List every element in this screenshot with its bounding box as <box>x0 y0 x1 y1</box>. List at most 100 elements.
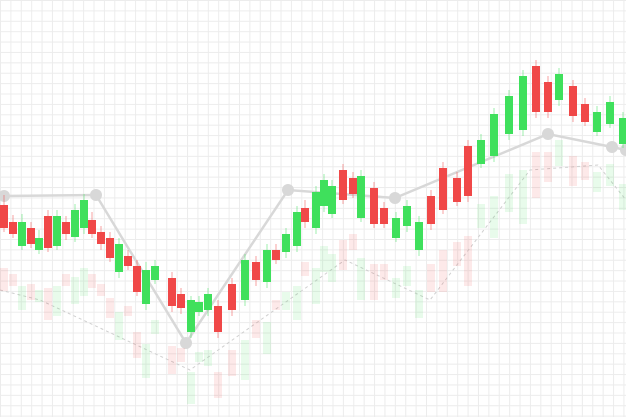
candle-reflection <box>380 264 388 280</box>
candle-reflection <box>505 174 513 212</box>
candle-body <box>619 118 626 144</box>
candle-reflection <box>106 298 114 318</box>
candle-reflection <box>263 322 271 354</box>
candle-reflection <box>44 288 52 320</box>
candle-body <box>124 256 132 266</box>
candle-reflection <box>0 268 8 291</box>
candle-reflection <box>195 352 203 362</box>
candle-body <box>241 260 249 300</box>
candle-reflection <box>477 204 485 228</box>
candle-reflection <box>124 306 132 316</box>
candle-body <box>328 186 336 214</box>
candle-reflection <box>453 242 461 266</box>
candle-body <box>168 278 176 306</box>
candle-reflection <box>328 254 336 282</box>
candle-body <box>151 266 159 280</box>
candle-body <box>228 284 236 310</box>
candle-body <box>106 238 114 258</box>
candle-body <box>35 238 43 250</box>
candle-reflection <box>53 286 61 316</box>
candle-reflection <box>593 172 601 192</box>
candle-reflection <box>88 274 96 288</box>
candle-body <box>380 208 388 224</box>
candle-body <box>581 104 589 122</box>
candle-body <box>293 212 301 246</box>
trend-point <box>0 190 10 202</box>
candle-reflection <box>532 152 540 198</box>
candle-body <box>312 192 320 228</box>
candle-reflection <box>357 258 365 300</box>
candle-body <box>53 216 61 246</box>
candle-body <box>544 82 552 112</box>
candle-body <box>349 178 357 194</box>
candle-reflection <box>252 320 260 338</box>
candle-body <box>214 306 222 332</box>
candle-body <box>339 170 347 200</box>
candle-body <box>44 216 52 248</box>
candle-reflection <box>71 277 79 304</box>
candle-body <box>427 196 435 224</box>
trend-point <box>542 128 554 140</box>
candle-reflection <box>415 290 423 318</box>
candle-reflection <box>97 284 105 296</box>
trend-point <box>389 192 401 204</box>
candle-body <box>9 222 17 234</box>
candle-body <box>97 232 105 244</box>
trend-point <box>90 189 102 201</box>
candle-body <box>439 168 447 210</box>
candle-body <box>252 262 260 280</box>
candle-reflection <box>464 236 472 286</box>
candle-reflection <box>555 140 563 166</box>
candle-reflection <box>349 234 357 250</box>
candle-body <box>62 222 70 234</box>
candle-reflection <box>142 344 150 378</box>
candle-body <box>195 302 203 312</box>
candle-body <box>569 86 577 116</box>
candle-body <box>272 250 280 260</box>
trend-point <box>620 144 626 156</box>
candle-reflection <box>18 286 26 310</box>
candle-body <box>415 222 423 250</box>
candle-body <box>320 180 328 206</box>
candle-body <box>301 208 309 222</box>
candle-reflection <box>320 246 328 272</box>
candle-reflection <box>370 264 378 300</box>
candle-body <box>555 74 563 100</box>
candle-reflection <box>619 184 626 210</box>
candle-reflection <box>204 350 212 366</box>
candle-body <box>357 176 365 218</box>
candle-reflection <box>187 372 195 404</box>
candle-reflection <box>403 266 411 286</box>
candle-body <box>519 76 527 130</box>
candle-reflection <box>519 170 527 224</box>
candle-reflection <box>9 274 17 286</box>
candle-body <box>593 112 601 132</box>
candle-reflection <box>177 348 185 362</box>
candle-body <box>403 206 411 226</box>
trend-point <box>282 184 294 196</box>
candle-reflection <box>312 268 320 304</box>
trend-point <box>606 141 618 153</box>
candle-reflection <box>569 156 577 186</box>
candle-body <box>477 140 485 164</box>
candle-body <box>464 146 472 196</box>
candle-body <box>532 66 540 112</box>
candle-body <box>88 220 96 234</box>
candle-body <box>133 266 141 292</box>
candle-reflection <box>151 320 159 334</box>
candle-reflection <box>339 240 347 270</box>
candle-reflection <box>133 332 141 358</box>
candle-body <box>177 294 185 308</box>
candle-body <box>204 294 212 310</box>
candle-body <box>453 178 461 202</box>
candle-body <box>505 96 513 134</box>
candle-reflection <box>282 292 290 310</box>
candle-body <box>115 244 123 272</box>
trend-line <box>0 164 626 371</box>
candle-reflection <box>606 164 614 186</box>
candle-reflection <box>490 196 498 238</box>
candle-reflection <box>214 372 222 398</box>
candle-body <box>282 234 290 252</box>
